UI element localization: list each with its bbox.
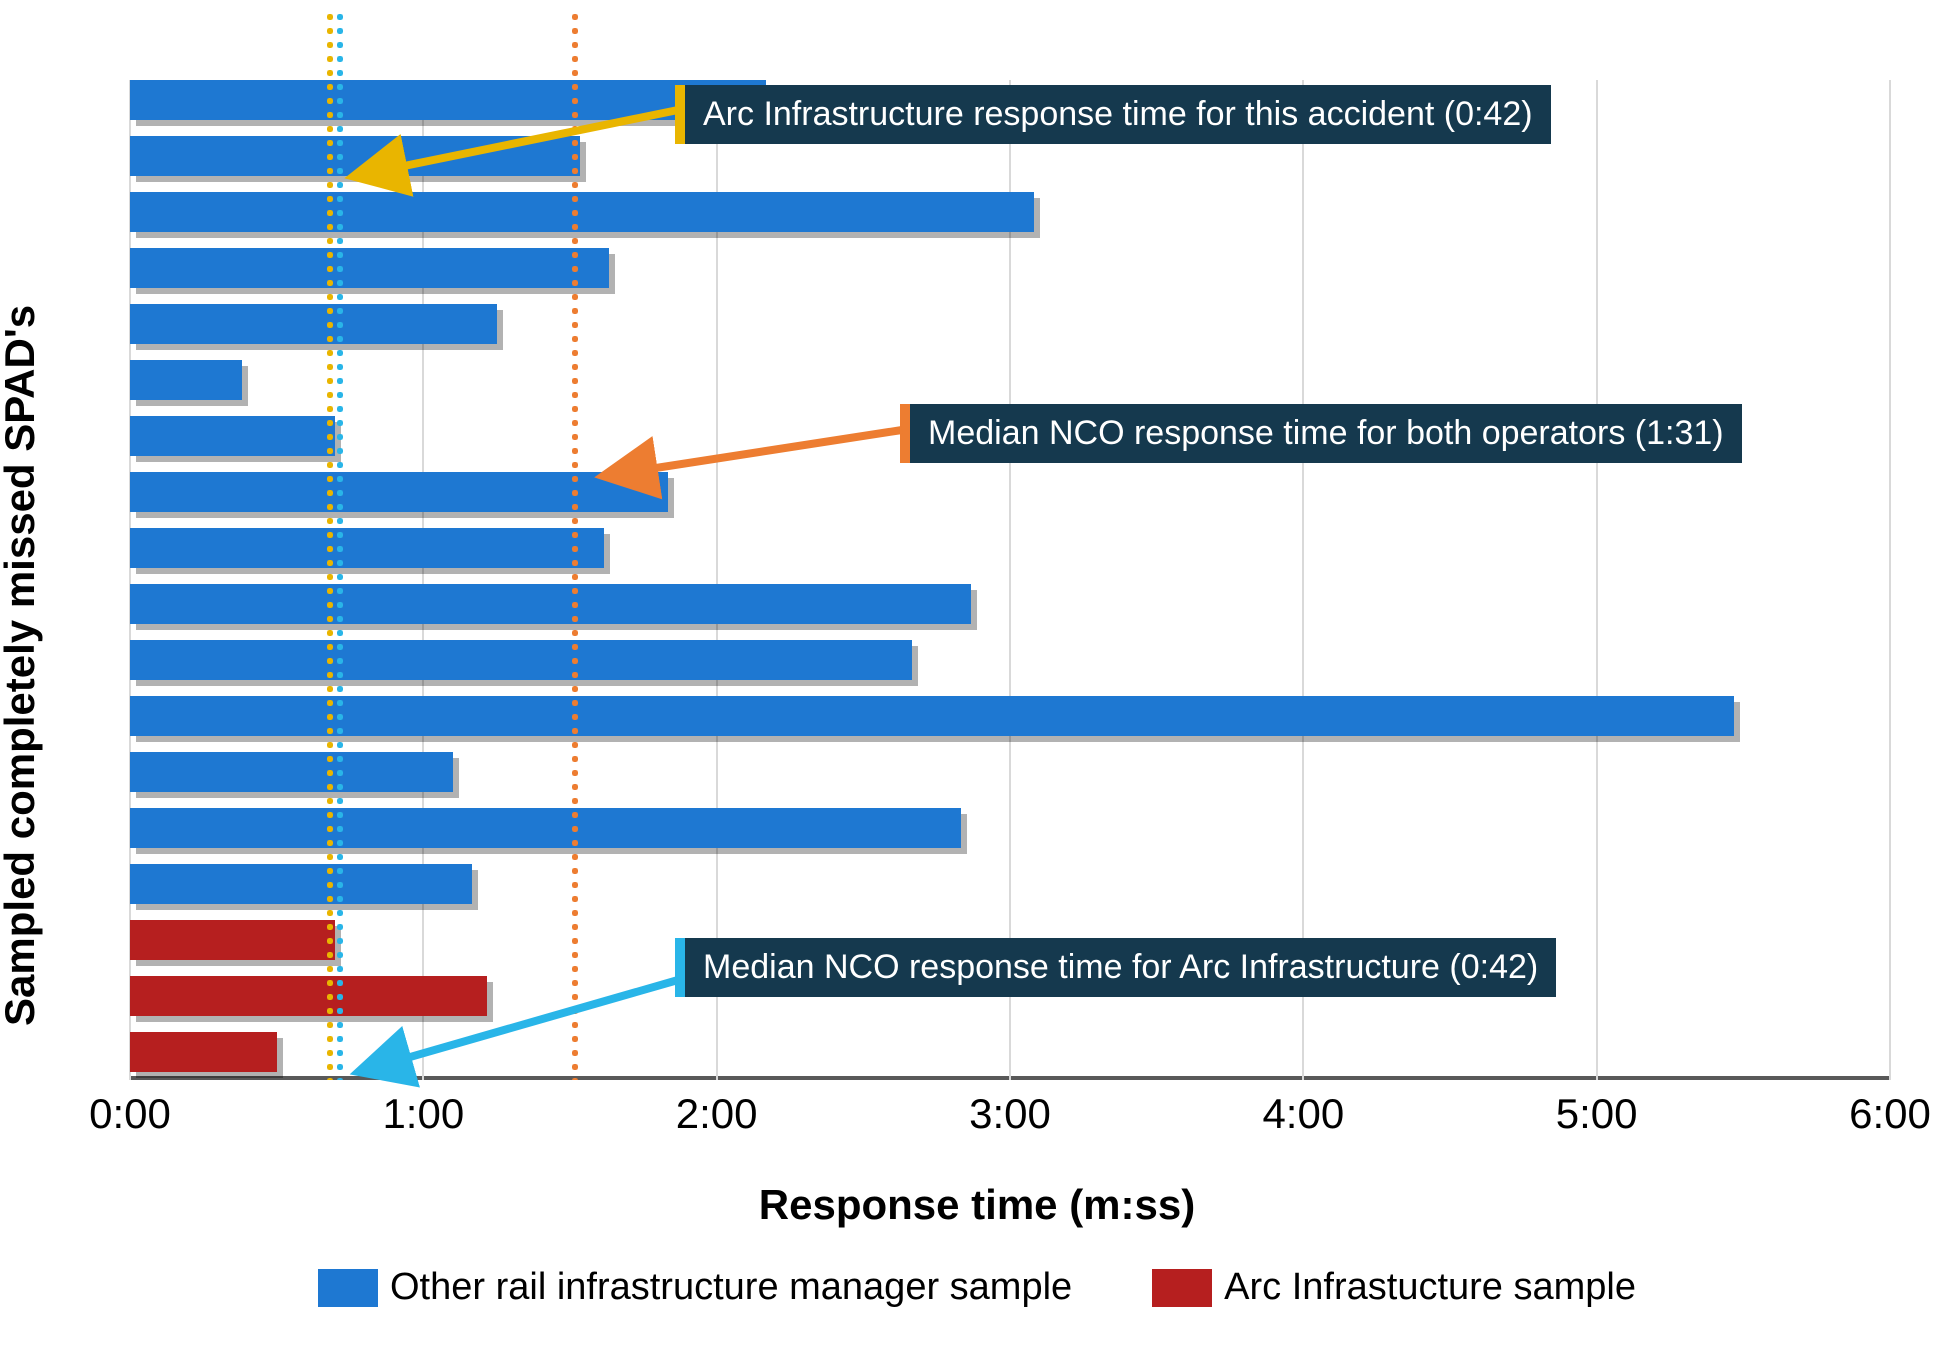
- chart-container: Sampled completely missed SPAD's 0:001:0…: [0, 0, 1954, 1349]
- plot-area: 0:001:002:003:004:005:006:00Arc Infrastr…: [130, 80, 1890, 1080]
- legend: Other rail infrastructure manager sample…: [0, 1266, 1954, 1309]
- legend-item: Other rail infrastructure manager sample: [318, 1266, 1072, 1309]
- legend-item: Arc Infrastucture sample: [1152, 1266, 1636, 1309]
- callout-arrow: [130, 80, 1890, 1180]
- x-axis-label: Response time (m:ss): [759, 1181, 1195, 1229]
- legend-swatch: [1152, 1269, 1212, 1307]
- y-axis-label: Sampled completely missed SPAD's: [0, 304, 44, 1025]
- legend-label: Other rail infrastructure manager sample: [390, 1266, 1072, 1309]
- legend-swatch: [318, 1269, 378, 1307]
- legend-label: Arc Infrastucture sample: [1224, 1266, 1636, 1309]
